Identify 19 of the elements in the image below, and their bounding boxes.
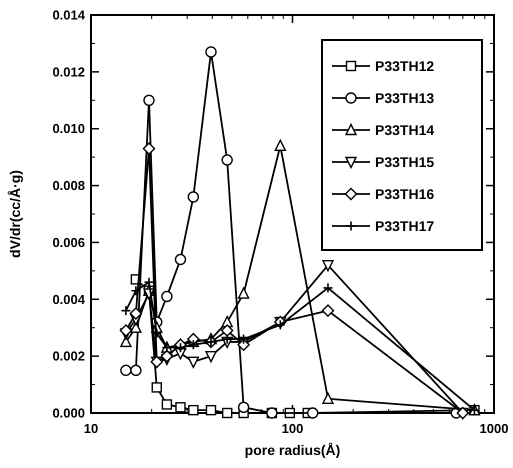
x-axis-title: pore radius(Å) [244,442,340,458]
y-tick-label: 0.002 [52,348,85,364]
legend-label: P33TH15 [375,154,434,170]
legend-label: P33TH14 [375,122,434,138]
y-tick-label: 0.004 [52,292,86,307]
y-tick-label: 0.010 [52,121,85,136]
legend-label: P33TH13 [375,90,434,106]
y-tick-label: 0.008 [52,178,85,194]
x-tick-label: 1000 [480,421,508,436]
x-tick-label: 100 [282,421,304,436]
y-tick-label: 0.012 [52,64,85,80]
y-tick-label: 0.000 [52,406,85,420]
y-axis-title: dV/dr(cc/Å·g) [7,170,23,258]
y-tick-label: 0.006 [52,234,85,250]
y-tick-label: 0.014 [52,8,86,22]
legend-label: P33TH12 [375,58,434,74]
x-tick-label: 10 [84,421,98,436]
legend-label: P33TH16 [375,186,434,202]
legend-label: P33TH17 [375,218,434,234]
